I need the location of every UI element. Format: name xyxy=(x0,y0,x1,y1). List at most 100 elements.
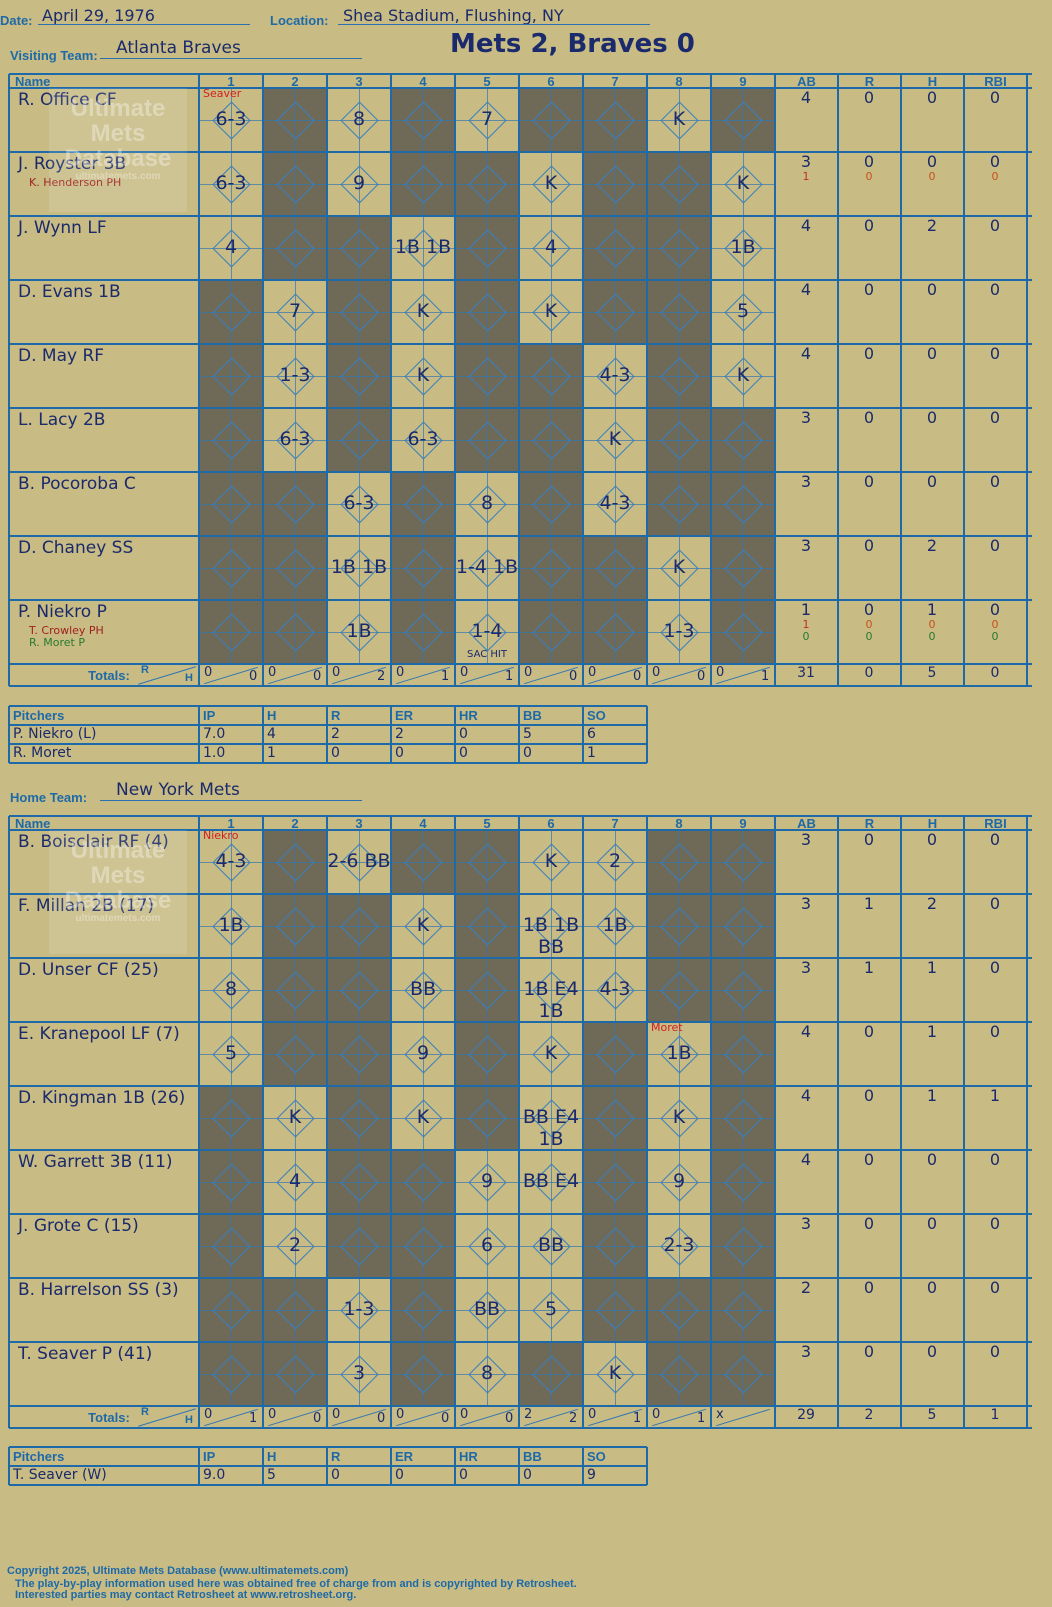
play-result: 8 xyxy=(480,492,494,514)
inning-column-header: 1 xyxy=(227,74,235,89)
grid-line xyxy=(9,1465,647,1467)
cell-guide xyxy=(647,990,711,991)
at-bat-cell xyxy=(711,894,775,958)
cell-guide xyxy=(455,1118,519,1119)
play-result: 2 xyxy=(608,850,622,872)
inning-runs-total: 0 xyxy=(332,1407,341,1422)
play-result: 1-4 1B xyxy=(455,556,519,578)
play-result: 1-3 xyxy=(279,364,311,386)
base-diamond xyxy=(275,228,315,268)
at-bat-cell xyxy=(647,152,711,216)
cell-guide xyxy=(519,990,583,991)
inning-hits-total: 1 xyxy=(761,669,770,684)
cell-guide xyxy=(647,120,711,121)
substitute-name: T. Crowley PH xyxy=(29,624,104,637)
cell-guide xyxy=(391,1310,455,1311)
inning-column-header: 4 xyxy=(419,74,427,89)
at-bat-cell xyxy=(391,536,455,600)
at-bat-cell xyxy=(327,1022,391,1086)
base-diamond xyxy=(595,100,635,140)
player-stat: 0 xyxy=(863,216,875,235)
pitching-column-header: SO xyxy=(587,708,606,723)
grid-line xyxy=(9,743,647,745)
cell-guide xyxy=(199,120,263,121)
grid-line xyxy=(9,407,1032,409)
at-bat-cell: 4 xyxy=(199,216,263,280)
at-bat-cell: K xyxy=(391,344,455,408)
player-stat: 0 xyxy=(989,600,1001,619)
cell-guide xyxy=(327,312,391,313)
player-stat: 0 xyxy=(863,1278,875,1297)
base-diamond xyxy=(723,484,763,524)
base-diamond xyxy=(467,1034,507,1074)
base-diamond xyxy=(595,164,635,204)
base-diamond xyxy=(659,420,699,460)
play-result: 9 xyxy=(416,1042,430,1064)
play-result: 7 xyxy=(288,300,302,322)
at-bat-cell: 7 xyxy=(455,88,519,152)
at-bat-cell: 5 xyxy=(711,280,775,344)
play-result: 8 xyxy=(224,978,238,1000)
totals-label: Totals: xyxy=(88,1410,130,1425)
cell-guide xyxy=(711,312,775,313)
cell-guide xyxy=(391,1054,455,1055)
watermark-text: Mets xyxy=(90,120,146,147)
cell-guide xyxy=(263,1118,327,1119)
inning-runs-total: x xyxy=(716,1407,724,1422)
pitching-stat: 7.0 xyxy=(203,726,226,742)
inning-runs-total: 0 xyxy=(204,665,213,680)
player-stat: 1 xyxy=(802,170,810,183)
grid-line xyxy=(8,816,10,1428)
base-diamond xyxy=(595,1098,635,1138)
cell-guide xyxy=(455,926,519,927)
at-bat-cell: 4 xyxy=(263,1150,327,1214)
player-name: B. Pocoroba C xyxy=(18,474,136,494)
at-bat-cell: K xyxy=(391,280,455,344)
grid-line xyxy=(390,74,392,686)
cell-guide xyxy=(583,1054,647,1055)
base-diamond xyxy=(659,292,699,332)
cell-guide xyxy=(263,120,327,121)
at-bat-cell xyxy=(455,216,519,280)
inning-column-header: 6 xyxy=(547,74,555,89)
play-result: 5 xyxy=(224,1042,238,1064)
grid-line xyxy=(646,816,648,1428)
at-bat-cell: 9 xyxy=(455,1150,519,1214)
at-bat-cell xyxy=(711,408,775,472)
at-bat-cell xyxy=(327,1150,391,1214)
player-stat: 0 xyxy=(926,344,938,363)
at-bat-cell xyxy=(647,894,711,958)
at-bat-cell xyxy=(519,344,583,408)
at-bat-cell: K xyxy=(519,152,583,216)
cell-guide xyxy=(711,1246,775,1247)
play-result: 8 xyxy=(352,108,366,130)
cell-guide xyxy=(391,248,455,249)
player-name: E. Kranepool LF (7) xyxy=(18,1024,180,1044)
inning-runs-total: 0 xyxy=(332,665,341,680)
at-bat-cell xyxy=(455,408,519,472)
pitching-stat: 0 xyxy=(523,745,532,761)
pitching-stat: 0 xyxy=(459,745,468,761)
team-total-stat: 29 xyxy=(797,1407,815,1423)
pitching-stat: 0 xyxy=(459,1467,468,1483)
pitching-column-header: HR xyxy=(459,708,478,723)
cell-guide xyxy=(327,990,391,991)
player-stat: 0 xyxy=(989,830,1001,849)
player-stat: 0 xyxy=(989,408,1001,427)
pitching-column-header: ER xyxy=(395,708,414,723)
cell-guide xyxy=(583,312,647,313)
cell-guide xyxy=(519,184,583,185)
play-result: 4-3 xyxy=(599,492,631,514)
cell-guide xyxy=(263,1054,327,1055)
cell-guide xyxy=(583,926,647,927)
at-bat-cell xyxy=(647,1278,711,1342)
grid-line xyxy=(646,74,648,686)
base-diamond xyxy=(211,1226,251,1266)
visitors-scorecard: Name 1 2 3 4 5 6 7 8 9 AB R H RBI 6-3 8 7 K R. Office CF 4 0… xyxy=(8,73,1032,687)
at-bat-cell xyxy=(583,600,647,664)
team-total-stat: 0 xyxy=(864,665,874,681)
player-stat: 3 xyxy=(800,830,812,849)
at-bat-cell xyxy=(263,536,327,600)
inning-runs-total: 0 xyxy=(652,665,661,680)
base-diamond xyxy=(211,292,251,332)
